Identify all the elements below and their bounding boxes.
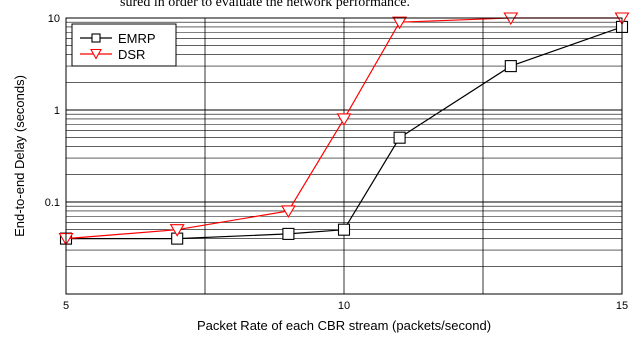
legend-box bbox=[71, 23, 177, 67]
data-point-emrp bbox=[337, 223, 351, 236]
data-point-emrp bbox=[393, 131, 406, 144]
grid bbox=[66, 18, 622, 294]
legend-marker-dsr bbox=[90, 48, 102, 60]
x-tick-label: 5 bbox=[63, 300, 69, 312]
y-tick-label: 1 bbox=[54, 105, 60, 117]
data-point-dsr bbox=[280, 205, 296, 218]
legend-marker-emrp bbox=[91, 33, 101, 43]
tick-labels: 5 10 15 0.1 1 10 bbox=[45, 13, 628, 312]
y-tick-label: 0.1 bbox=[45, 197, 60, 209]
x-tick-label: 15 bbox=[616, 300, 628, 312]
data-point-dsr bbox=[169, 224, 185, 237]
legend-label-emrp: EMRP bbox=[118, 31, 156, 46]
plot-frame bbox=[65, 17, 623, 295]
data-point-dsr bbox=[392, 16, 408, 30]
x-tick-label: 10 bbox=[338, 300, 350, 312]
data-point-emrp bbox=[282, 227, 295, 240]
caption-fragment: sured in order to evaluate the network p… bbox=[120, 0, 410, 10]
y-axis-label: End-to-end Delay (seconds) bbox=[12, 75, 27, 237]
x-axis-label: Packet Rate of each CBR stream (packets/… bbox=[197, 318, 491, 333]
data-point-emrp bbox=[504, 60, 517, 73]
data-point-dsr bbox=[336, 113, 352, 126]
legend-label-dsr: DSR bbox=[118, 47, 145, 62]
y-tick-label: 10 bbox=[48, 13, 60, 25]
